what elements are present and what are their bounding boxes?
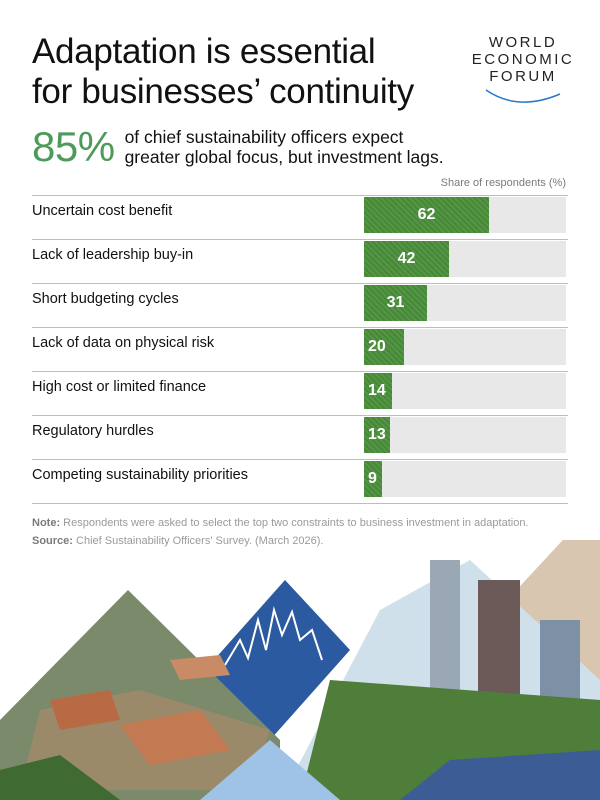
category-label: Short budgeting cycles — [32, 291, 179, 307]
chart-bottom-rule — [32, 503, 568, 504]
bar-track: 9 — [364, 461, 566, 497]
bar-value-label: 9 — [368, 470, 377, 487]
bar-track: 20 — [364, 329, 566, 365]
bar — [364, 329, 404, 365]
footnote: Note: Respondents were asked to select t… — [32, 514, 572, 550]
note-label: Note: — [32, 517, 61, 529]
stat-value: 85% — [32, 123, 115, 170]
bar-track: 31 — [364, 285, 566, 321]
page-title: Adaptation is essential for businesses’ … — [32, 32, 452, 112]
bar-value-label: 62 — [417, 206, 436, 223]
solar-panels — [400, 750, 600, 800]
bar-value-label: 20 — [368, 338, 386, 355]
building-2 — [478, 580, 520, 700]
roof-3 — [170, 655, 230, 680]
bar-chart: Uncertain cost benefit 62 Lack of leadersh… — [32, 195, 568, 504]
logo-line-1: WORLD — [488, 34, 558, 51]
category-label: Lack of leadership buy-in — [32, 247, 194, 263]
bar-value-label: 14 — [368, 382, 386, 399]
bar — [364, 417, 390, 453]
key-stat: 85% of chief sustainability officers exp… — [32, 124, 455, 170]
stat-text: of chief sustainability officers expect … — [124, 127, 444, 167]
chart-row: Short budgeting cycles 31 — [32, 283, 568, 327]
wef-logo: WORLD ECONOMIC FORUM — [468, 34, 578, 104]
category-label: Uncertain cost benefit — [32, 203, 173, 219]
bar — [364, 197, 489, 233]
bar-track: 14 — [364, 373, 566, 409]
building-3 — [540, 620, 580, 710]
chart-row: Competing sustainability priorities 9 — [32, 459, 568, 503]
bar — [364, 241, 449, 277]
category-label: Lack of data on physical risk — [32, 335, 215, 351]
bar-value-label: 31 — [386, 294, 405, 311]
sky-triangle — [200, 740, 340, 800]
note-text: Respondents were asked to select the top… — [60, 517, 529, 529]
source-label: Source: — [32, 535, 73, 547]
source-text: Chief Sustainability Officers' Survey. (… — [72, 535, 324, 547]
chart-line — [224, 606, 323, 666]
axis-label: Share of respondents (%) — [440, 177, 566, 189]
bar — [364, 461, 382, 497]
title-line-2: for businesses’ continuity — [32, 72, 414, 111]
photo-collage — [0, 540, 600, 800]
bar-value-label: 13 — [368, 426, 386, 443]
category-label: Regulatory hurdles — [32, 423, 154, 439]
roof-1 — [50, 690, 120, 730]
logo-line-2: ECONOMIC — [471, 51, 575, 68]
bar — [364, 373, 392, 409]
foreground-trees — [0, 755, 120, 800]
roof-2 — [120, 710, 230, 765]
bar-value-label: 42 — [397, 250, 416, 267]
bar-track: 42 — [364, 241, 566, 277]
bar — [364, 285, 427, 321]
logo-arc-icon — [485, 89, 561, 103]
bar-track: 62 — [364, 197, 566, 233]
title-line-1: Adaptation is essential — [32, 32, 376, 71]
chart-row: Lack of leadership buy-in 42 — [32, 239, 568, 283]
building-1 — [430, 560, 460, 690]
note-line: Note: Respondents were asked to select t… — [32, 514, 572, 532]
bar-track: 13 — [364, 417, 566, 453]
chart-row: Regulatory hurdles 13 — [32, 415, 568, 459]
category-label: High cost or limited finance — [32, 379, 207, 395]
chart-row: High cost or limited finance 14 — [32, 371, 568, 415]
chart-row: Uncertain cost benefit 62 — [32, 195, 568, 239]
chart-row: Lack of data on physical risk 20 — [32, 327, 568, 371]
logo-line-3: FORUM — [489, 68, 557, 85]
source-line: Source: Chief Sustainability Officers' S… — [32, 532, 572, 550]
category-label: Competing sustainability priorities — [32, 467, 248, 483]
chart-photo — [205, 580, 350, 740]
